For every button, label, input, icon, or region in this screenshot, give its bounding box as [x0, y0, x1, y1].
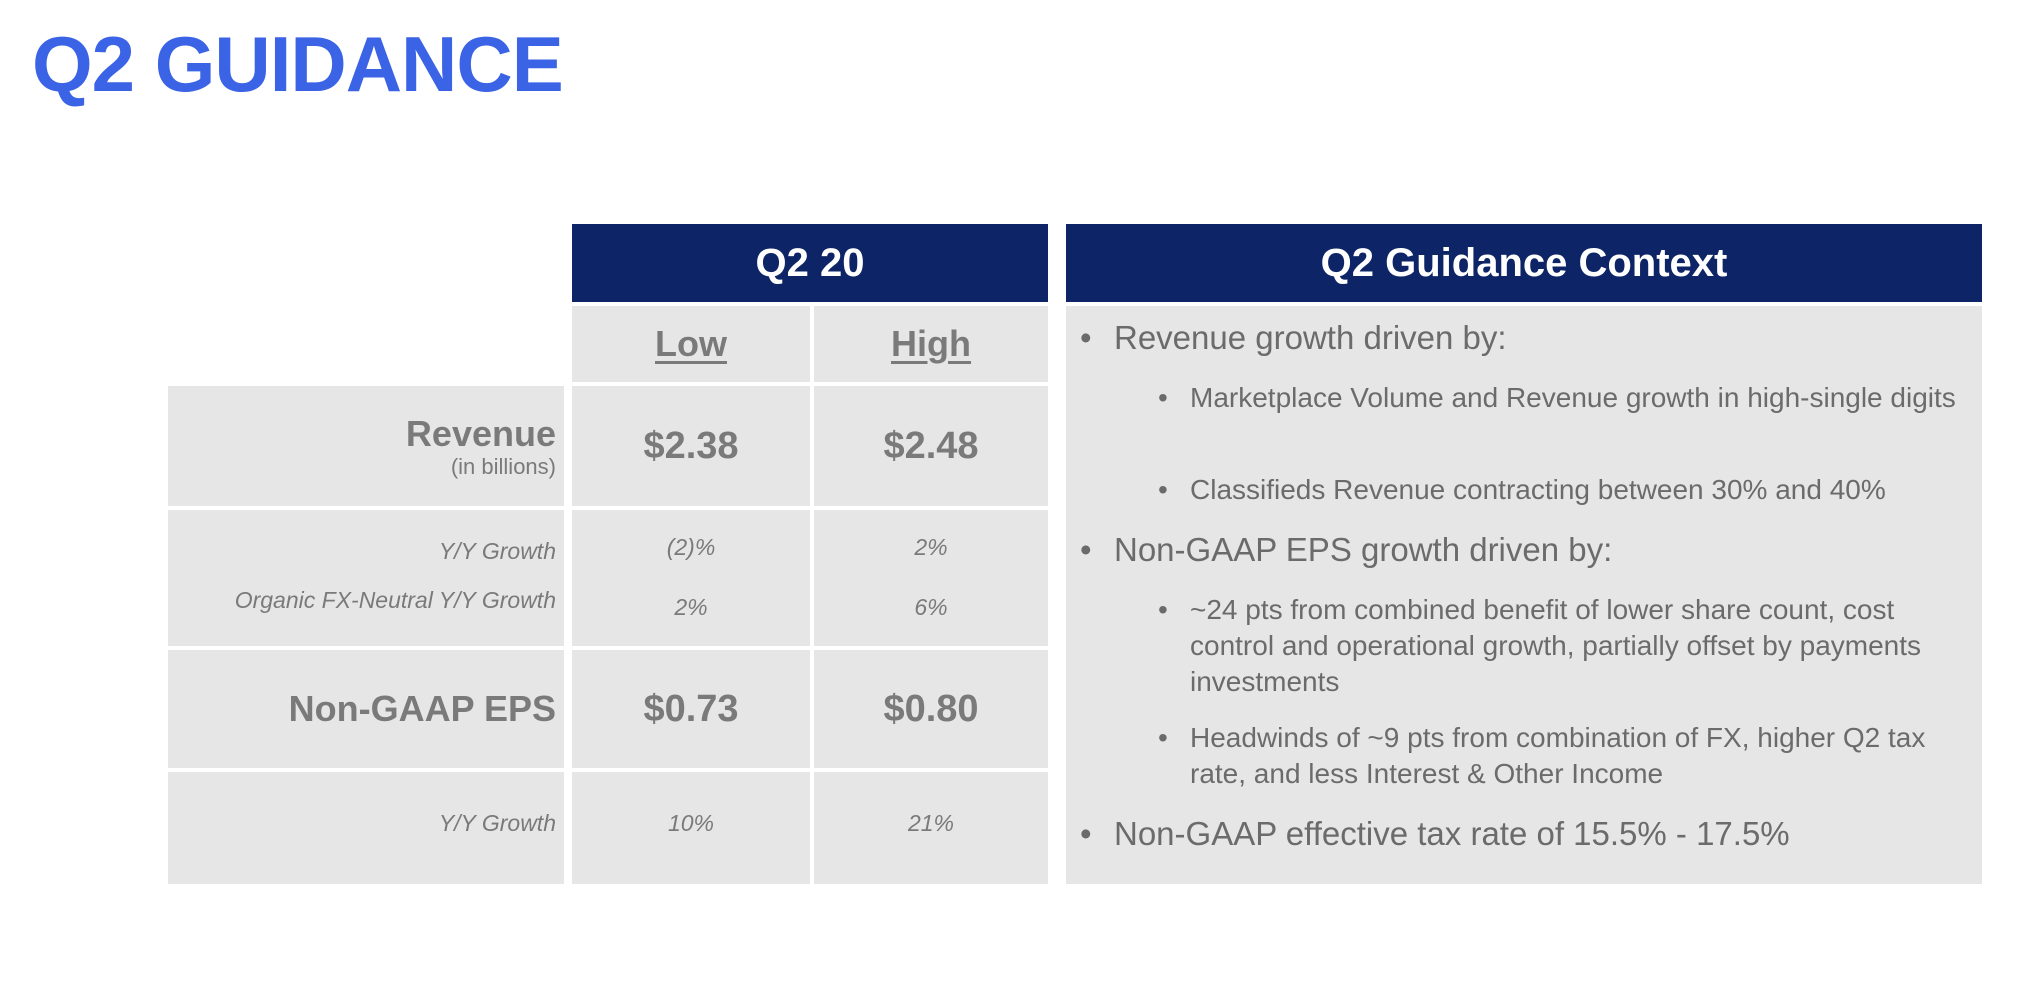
bullet-tax: • Non-GAAP effective tax rate of 15.5% -… [1080, 814, 1960, 854]
growth-high-cell: 2% 6% [814, 510, 1048, 646]
bullet-dot-icon: • [1080, 531, 1092, 568]
yy-growth-high-value: 2% [914, 534, 948, 560]
organic-growth-label: Organic FX-Neutral Y/Y Growth [234, 587, 556, 613]
organic-growth-high-value: 6% [914, 594, 948, 620]
bullet-eps: • Non-GAAP EPS growth driven by: [1080, 530, 1960, 570]
bullet-dot-icon: • [1158, 594, 1168, 625]
sub-bullet-benefit: • ~24 pts from combined benefit of lower… [1158, 592, 1958, 699]
row-label-eps: Non-GAAP EPS [168, 650, 564, 768]
revenue-high-value: $2.48 [814, 386, 1048, 506]
eps-yy-growth-high-value: 21% [907, 810, 955, 836]
bullet-revenue-text: Revenue growth driven by: [1114, 319, 1507, 356]
row-label-eps-growth: Y/Y Growth [168, 772, 564, 884]
sub-bullet-marketplace: • Marketplace Volume and Revenue growth … [1158, 380, 1958, 416]
sub-bullet-headwinds-text: Headwinds of ~9 pts from combination of … [1190, 722, 1926, 789]
yy-growth-low-value: (2)% [666, 534, 716, 560]
revenue-label: Revenue [405, 413, 556, 455]
context-body: • Revenue growth driven by: • Marketplac… [1066, 306, 1982, 884]
bullet-eps-text: Non-GAAP EPS growth driven by: [1114, 531, 1613, 568]
sub-bullet-marketplace-text: Marketplace Volume and Revenue growth in… [1190, 382, 1956, 413]
sub-bullet-headwinds: • Headwinds of ~9 pts from combination o… [1158, 720, 1958, 792]
page-title: Q2 GUIDANCE [32, 20, 564, 108]
eps-high-value: $0.80 [814, 650, 1048, 768]
revenue-low-value: $2.38 [572, 386, 810, 506]
row-label-revenue: Revenue (in billions) [168, 386, 564, 506]
context-header: Q2 Guidance Context [1066, 224, 1982, 302]
yy-growth-label: Y/Y Growth [438, 538, 556, 564]
column-header-low: Low [572, 306, 810, 382]
eps-label: Non-GAAP EPS [288, 688, 556, 730]
bullet-dot-icon: • [1080, 815, 1092, 852]
bullet-dot-icon: • [1080, 319, 1092, 356]
sub-bullet-classifieds-text: Classifieds Revenue contracting between … [1190, 474, 1886, 505]
eps-growth-low-cell: 10% [572, 772, 810, 884]
eps-yy-growth-label: Y/Y Growth [438, 810, 556, 836]
revenue-sublabel: (in billions) [450, 453, 556, 479]
bullet-tax-text: Non-GAAP effective tax rate of 15.5% - 1… [1114, 815, 1790, 852]
eps-low-value: $0.73 [572, 650, 810, 768]
organic-growth-low-value: 2% [674, 594, 708, 620]
eps-yy-growth-low-value: 10% [667, 810, 715, 836]
growth-low-cell: (2)% 2% [572, 510, 810, 646]
bullet-dot-icon: • [1158, 722, 1168, 753]
eps-growth-high-cell: 21% [814, 772, 1048, 884]
sub-bullet-benefit-text: ~24 pts from combined benefit of lower s… [1190, 594, 1922, 697]
period-header: Q2 20 [572, 224, 1048, 302]
bullet-revenue: • Revenue growth driven by: [1080, 318, 1960, 358]
bullet-dot-icon: • [1158, 382, 1168, 413]
row-label-growth: Y/Y Growth Organic FX-Neutral Y/Y Growth [168, 510, 564, 646]
bullet-dot-icon: • [1158, 474, 1168, 505]
sub-bullet-classifieds: • Classifieds Revenue contracting betwee… [1158, 472, 1958, 508]
column-header-high: High [814, 306, 1048, 382]
